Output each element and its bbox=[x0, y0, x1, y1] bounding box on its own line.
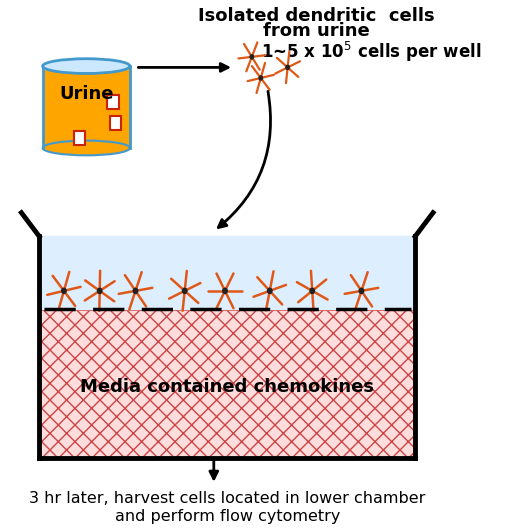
Text: and perform flow cytometry: and perform flow cytometry bbox=[114, 509, 339, 524]
Circle shape bbox=[310, 288, 314, 294]
Polygon shape bbox=[39, 311, 414, 458]
Circle shape bbox=[259, 76, 262, 80]
FancyBboxPatch shape bbox=[74, 131, 85, 144]
Text: 3 hr later, harvest cells located in lower chamber: 3 hr later, harvest cells located in low… bbox=[29, 492, 425, 507]
FancyBboxPatch shape bbox=[109, 116, 121, 130]
Text: Isolated dendritic  cells: Isolated dendritic cells bbox=[198, 7, 434, 24]
Circle shape bbox=[249, 55, 253, 59]
Text: from urine: from urine bbox=[263, 22, 369, 40]
FancyBboxPatch shape bbox=[107, 95, 119, 109]
Circle shape bbox=[267, 288, 271, 294]
Ellipse shape bbox=[42, 141, 130, 156]
Circle shape bbox=[76, 124, 78, 127]
Text: 1~5 x 10$^5$ cells per well: 1~5 x 10$^5$ cells per well bbox=[260, 39, 480, 64]
Circle shape bbox=[89, 92, 92, 96]
Circle shape bbox=[285, 65, 289, 70]
Circle shape bbox=[60, 100, 63, 104]
Polygon shape bbox=[42, 66, 130, 148]
Ellipse shape bbox=[42, 59, 130, 73]
Circle shape bbox=[182, 288, 186, 294]
Text: Urine: Urine bbox=[59, 85, 113, 103]
Circle shape bbox=[97, 288, 102, 294]
Circle shape bbox=[133, 288, 137, 294]
Text: Media contained chemokines: Media contained chemokines bbox=[80, 378, 374, 396]
Circle shape bbox=[359, 288, 363, 294]
Circle shape bbox=[222, 288, 227, 294]
Polygon shape bbox=[39, 236, 414, 311]
Circle shape bbox=[62, 288, 66, 294]
